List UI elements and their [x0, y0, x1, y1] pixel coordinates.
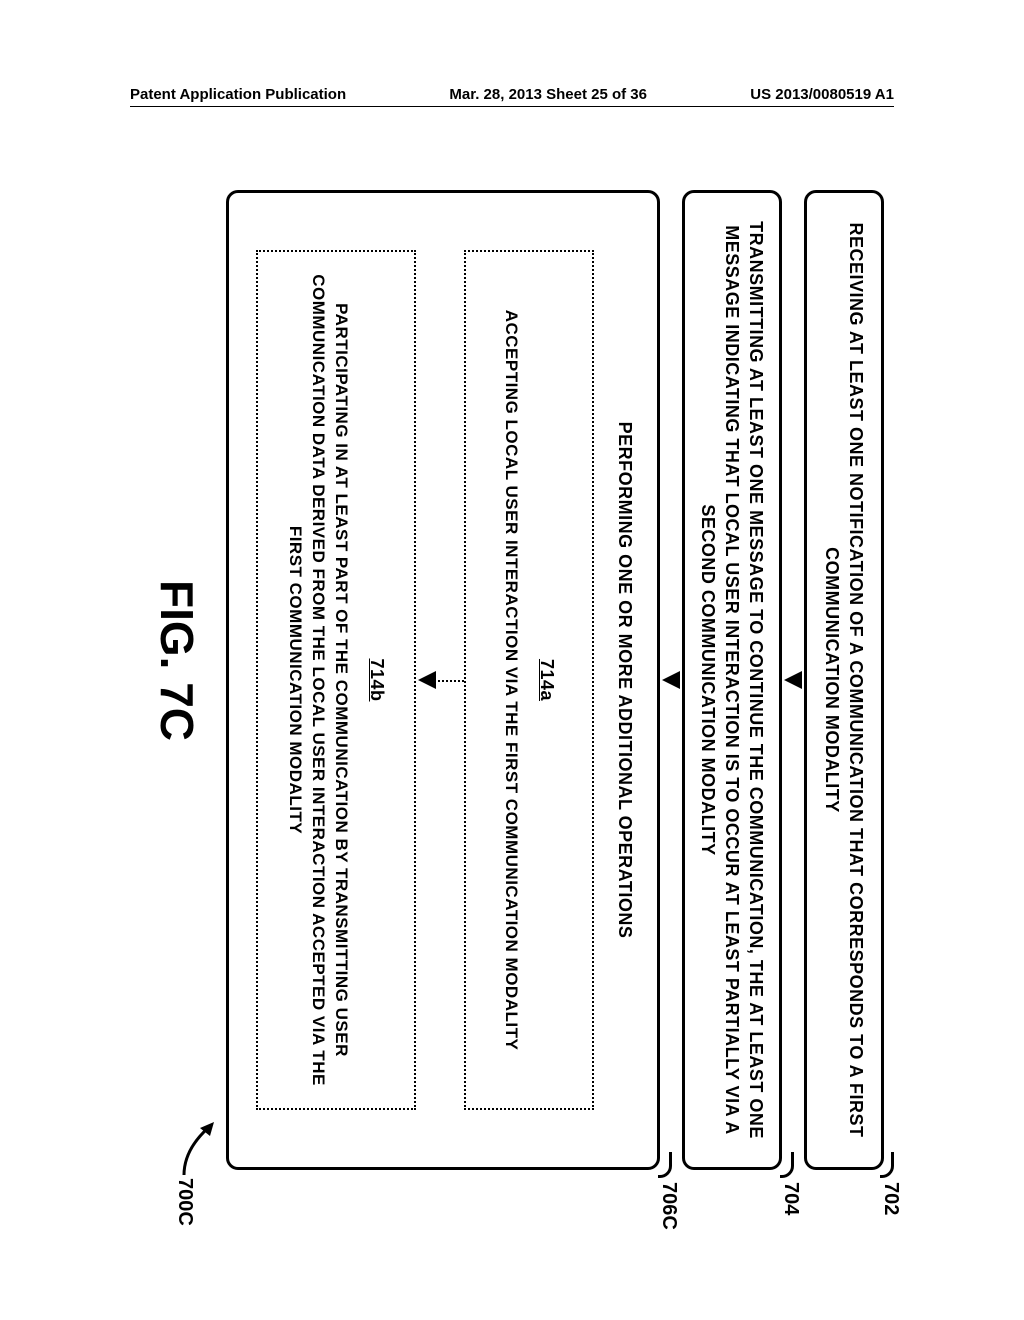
ref-label-714b: 714b — [364, 658, 388, 701]
header-left: Patent Application Publication — [130, 86, 346, 103]
figure-inner: RECEIVING AT LEAST ONE NOTIFICATION OF A… — [130, 150, 894, 1210]
header-rule — [130, 106, 894, 107]
ref-tick-706c — [658, 1152, 672, 1178]
flow-step-702: RECEIVING AT LEAST ONE NOTIFICATION OF A… — [804, 190, 884, 1170]
flow-substep-714a: 714a ACCEPTING LOCAL USER INTERACTION VI… — [464, 250, 594, 1110]
flow-step-704: TRANSMITTING AT LEAST ONE MESSAGE TO CON… — [682, 190, 782, 1170]
figure-rotated-container: RECEIVING AT LEAST ONE NOTIFICATION OF A… — [0, 150, 894, 914]
flow-substep-714b: 714b PARTICIPATING IN AT LEAST PART OF T… — [256, 250, 416, 1110]
flow-substep-714a-text: ACCEPTING LOCAL USER INTERACTION VIA THE… — [499, 310, 522, 1051]
page-header: Patent Application Publication Mar. 28, … — [0, 86, 1024, 103]
flow-substep-714b-text: PARTICIPATING IN AT LEAST PART OF THE CO… — [283, 272, 352, 1088]
flow-step-706c-text: PERFORMING ONE OR MORE ADDITIONAL OPERAT… — [613, 422, 637, 939]
ref-tick-704 — [780, 1152, 794, 1178]
ref-label-706c: 706C — [657, 1182, 680, 1230]
ref-label-714a: 714a — [534, 659, 558, 701]
ref-tick-702 — [880, 1152, 894, 1178]
header-center: Mar. 28, 2013 Sheet 25 of 36 — [449, 86, 647, 103]
flow-step-702-text: RECEIVING AT LEAST ONE NOTIFICATION OF A… — [820, 213, 869, 1147]
arrow-704-706c — [662, 671, 680, 689]
arrow-714a-714b — [418, 671, 436, 689]
ref-label-704: 704 — [779, 1182, 802, 1215]
figure-caption: FIG. 7C — [150, 580, 204, 741]
header-right: US 2013/0080519 A1 — [750, 86, 894, 103]
ref-label-700c: 700C — [173, 1178, 196, 1226]
ref-label-702: 702 — [879, 1182, 902, 1215]
flow-step-704-text: TRANSMITTING AT LEAST ONE MESSAGE TO CON… — [696, 213, 769, 1147]
arrow-702-704 — [784, 671, 802, 689]
